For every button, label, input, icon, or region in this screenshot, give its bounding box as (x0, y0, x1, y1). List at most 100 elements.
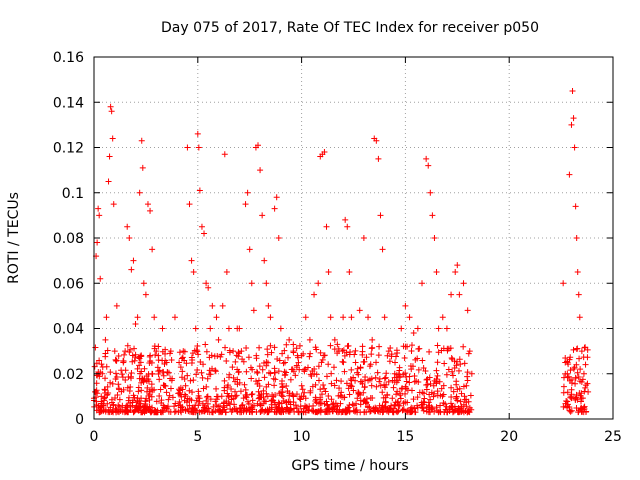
data-point (131, 345, 138, 352)
data-point (143, 395, 150, 402)
data-point (584, 380, 591, 387)
data-point (171, 403, 178, 410)
data-point (230, 374, 237, 381)
data-point (116, 403, 123, 410)
data-point (177, 402, 184, 409)
data-point (418, 402, 425, 409)
data-point (96, 212, 103, 219)
data-point (449, 356, 456, 363)
data-point (581, 344, 588, 351)
data-point (350, 387, 357, 394)
data-point (113, 302, 120, 309)
data-point (338, 389, 345, 396)
data-point (186, 402, 193, 409)
data-point (106, 409, 113, 416)
data-point (465, 350, 472, 357)
data-point (152, 351, 159, 358)
data-point (137, 370, 144, 377)
data-point (204, 393, 211, 400)
data-point (215, 403, 222, 410)
data-point (386, 358, 393, 365)
data-point (426, 391, 433, 398)
data-point (402, 302, 409, 309)
data-point (373, 137, 380, 144)
data-point (119, 374, 126, 381)
data-point (130, 392, 137, 399)
data-point (104, 400, 111, 407)
data-point (376, 343, 383, 350)
data-point (122, 348, 129, 355)
data-point (584, 354, 591, 361)
data-point (138, 395, 145, 402)
data-point (234, 376, 241, 383)
x-tick-label: 0 (90, 429, 99, 445)
x-axis-label: GPS time / hours (291, 458, 408, 474)
data-point (265, 381, 272, 388)
data-point (208, 352, 215, 359)
data-point (193, 347, 200, 354)
data-point (453, 393, 460, 400)
data-point (323, 408, 330, 415)
data-point (207, 396, 214, 403)
data-point (325, 392, 332, 399)
data-point (257, 402, 264, 409)
data-point (245, 354, 252, 361)
data-point (109, 408, 116, 415)
data-point (101, 386, 108, 393)
data-point (179, 368, 186, 375)
data-point (272, 376, 279, 383)
data-point (190, 268, 197, 275)
data-point (578, 348, 585, 355)
data-point (203, 348, 210, 355)
data-point (569, 87, 576, 94)
data-point (353, 400, 360, 407)
data-point (255, 395, 262, 402)
data-point (439, 314, 446, 321)
data-point (200, 361, 207, 368)
data-point (126, 348, 133, 355)
data-point (289, 391, 296, 398)
y-tick-label: 0.16 (53, 50, 84, 66)
data-point (256, 383, 263, 390)
data-point (294, 354, 301, 361)
data-point (376, 378, 383, 385)
data-point (288, 366, 295, 373)
data-point (126, 235, 133, 241)
data-point (389, 395, 396, 402)
data-point (281, 368, 288, 375)
data-point (433, 268, 440, 275)
data-point (263, 280, 270, 287)
data-point (112, 376, 119, 383)
data-point (195, 144, 202, 151)
data-point (253, 378, 260, 385)
x-tick-label: 10 (293, 429, 311, 445)
data-point (267, 370, 274, 377)
data-point (583, 382, 590, 389)
x-tick-label: 25 (604, 429, 622, 445)
data-point (113, 358, 120, 365)
data-point (265, 409, 272, 416)
data-point (141, 365, 148, 372)
data-point (142, 291, 149, 298)
data-point (243, 344, 250, 351)
data-point (250, 307, 257, 314)
data-point (107, 404, 114, 411)
data-point (568, 407, 575, 414)
data-point (455, 367, 462, 374)
data-point (409, 363, 416, 370)
data-point (440, 382, 447, 389)
data-point (273, 194, 280, 201)
data-point (573, 404, 580, 411)
data-point (271, 369, 278, 376)
data-point (202, 341, 209, 348)
data-point (382, 398, 389, 405)
data-point (271, 382, 278, 389)
data-point (215, 336, 222, 343)
data-point (352, 359, 359, 366)
data-point (396, 364, 403, 371)
data-point (161, 361, 168, 368)
data-point (218, 351, 225, 358)
data-point (342, 409, 349, 416)
data-point (328, 370, 335, 377)
